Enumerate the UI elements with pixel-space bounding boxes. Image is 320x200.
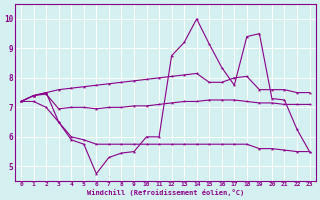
X-axis label: Windchill (Refroidissement éolien,°C): Windchill (Refroidissement éolien,°C) — [87, 189, 244, 196]
